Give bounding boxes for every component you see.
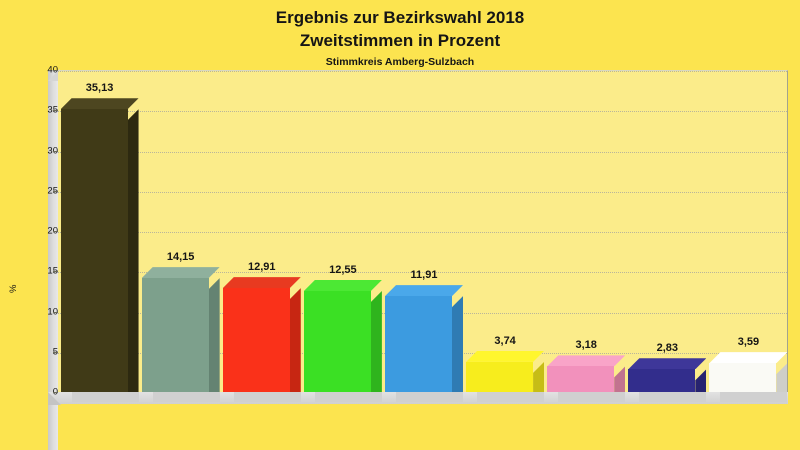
bar-front-face xyxy=(709,363,777,392)
bar-side-face xyxy=(695,369,707,392)
bar-shadow xyxy=(314,392,382,402)
bar-side-face xyxy=(533,361,545,392)
bar-top-face xyxy=(385,285,463,296)
bar-shadow xyxy=(477,392,545,402)
y-axis-tick-mark xyxy=(53,271,58,273)
bar-side-face xyxy=(776,363,788,392)
bar-front-face xyxy=(385,296,452,392)
gridline xyxy=(58,272,787,274)
bar-value-label: 35,13 xyxy=(85,82,114,95)
bar-value-label: 14,15 xyxy=(166,251,195,264)
bar-csu[interactable] xyxy=(60,98,139,402)
bar-die-linke[interactable] xyxy=(547,355,626,402)
bar-value-label: 12,55 xyxy=(329,263,357,276)
y-axis-tick-label: 40 xyxy=(47,64,58,76)
bar-side-face xyxy=(127,109,139,392)
bar-shadow xyxy=(152,392,220,402)
bar-side-face xyxy=(208,278,220,392)
bar-top-face xyxy=(142,267,220,278)
bar-side-face xyxy=(289,288,301,392)
chart-plot-container: 0 5 10 15 20 25 30 35 40 % 35,13 14,15 12,91 12,55 1… xyxy=(0,62,800,450)
bar-fdp[interactable] xyxy=(466,351,545,402)
chart-title: Ergebnis zur Bezirkswahl 2018 Zweitstimm… xyxy=(0,6,800,52)
bar-sonstige[interactable] xyxy=(709,352,788,402)
y-axis-tick-mark xyxy=(53,190,58,192)
y-axis-tick-label: 10 xyxy=(47,306,58,317)
bar-value-label: 3,18 xyxy=(575,339,597,352)
y-axis-tick-mark xyxy=(53,351,58,353)
y-axis: 0 5 10 15 20 25 30 35 40 xyxy=(14,65,58,398)
gridline xyxy=(58,151,787,153)
bar-front-face xyxy=(222,288,290,392)
bar-value-label: 3,74 xyxy=(494,334,516,347)
y-axis-tick-label: 35 xyxy=(47,104,58,116)
bar-top-face xyxy=(223,277,301,288)
y-axis-tick-label: 25 xyxy=(47,185,58,197)
bar-shadow xyxy=(558,392,626,402)
y-axis-tick-mark xyxy=(53,70,58,71)
bar-front-face xyxy=(141,278,209,392)
chart-title-line-2: Zweitstimmen in Prozent xyxy=(299,31,501,50)
y-axis-tick-label: 30 xyxy=(47,145,58,156)
bar-shadow xyxy=(71,392,139,402)
bar-value-label: 12,91 xyxy=(248,261,276,274)
bar-value-label: 2,83 xyxy=(656,342,679,355)
chart-title-line-1: Ergebnis zur Bezirkswahl 2018 xyxy=(275,8,525,27)
y-axis-tick-mark xyxy=(53,311,58,313)
bar-front-face xyxy=(628,369,696,392)
bar-value-label: 11,91 xyxy=(410,269,438,282)
bar-grüne[interactable] xyxy=(303,280,382,402)
bar-front-face xyxy=(466,361,534,392)
gridline xyxy=(58,71,787,72)
bar-front-face xyxy=(60,109,128,392)
bar-top-face xyxy=(547,355,625,366)
bar-side-face xyxy=(614,366,626,392)
gridline xyxy=(58,232,787,233)
bar-shadow xyxy=(720,392,788,402)
y-axis-tick-mark xyxy=(53,110,58,112)
plot-left-wall xyxy=(48,70,58,450)
y-axis-tick-label: 20 xyxy=(47,225,58,237)
gridline xyxy=(58,191,787,193)
bar-top-face xyxy=(61,98,139,109)
bar-top-face xyxy=(304,280,382,291)
bar-top-face xyxy=(628,358,706,369)
bars-layer: 35,13 14,15 12,91 12,55 11,91 3,74 3,18 2,83 3,5… xyxy=(58,70,788,402)
bar-shadow xyxy=(639,392,707,402)
bar-front-face xyxy=(303,290,371,392)
y-axis-tick-mark xyxy=(53,392,58,393)
bar-freie-wähler[interactable] xyxy=(141,267,220,402)
bar-bp[interactable] xyxy=(628,358,707,402)
bar-shadow xyxy=(233,392,301,402)
title-block: Ergebnis zur Bezirkswahl 2018 Zweitstimm… xyxy=(0,0,800,68)
bar-shadow xyxy=(396,392,463,402)
chart-subtitle: Stimmkreis Amberg-Sulzbach xyxy=(325,56,475,68)
gridline xyxy=(58,111,787,113)
bar-afd[interactable] xyxy=(385,285,463,402)
bar-top-face xyxy=(709,352,787,363)
y-axis-tick-mark xyxy=(53,150,58,152)
bar-front-face xyxy=(547,366,615,392)
y-axis-title: % xyxy=(8,284,19,293)
bar-top-face xyxy=(466,351,544,362)
y-axis-tick-mark xyxy=(53,231,58,232)
bar-spd[interactable] xyxy=(222,277,301,402)
bar-side-face xyxy=(370,290,382,392)
bar-side-face xyxy=(452,296,463,392)
y-axis-tick-label: 15 xyxy=(47,265,58,277)
bar-value-label: 3,59 xyxy=(737,336,760,349)
